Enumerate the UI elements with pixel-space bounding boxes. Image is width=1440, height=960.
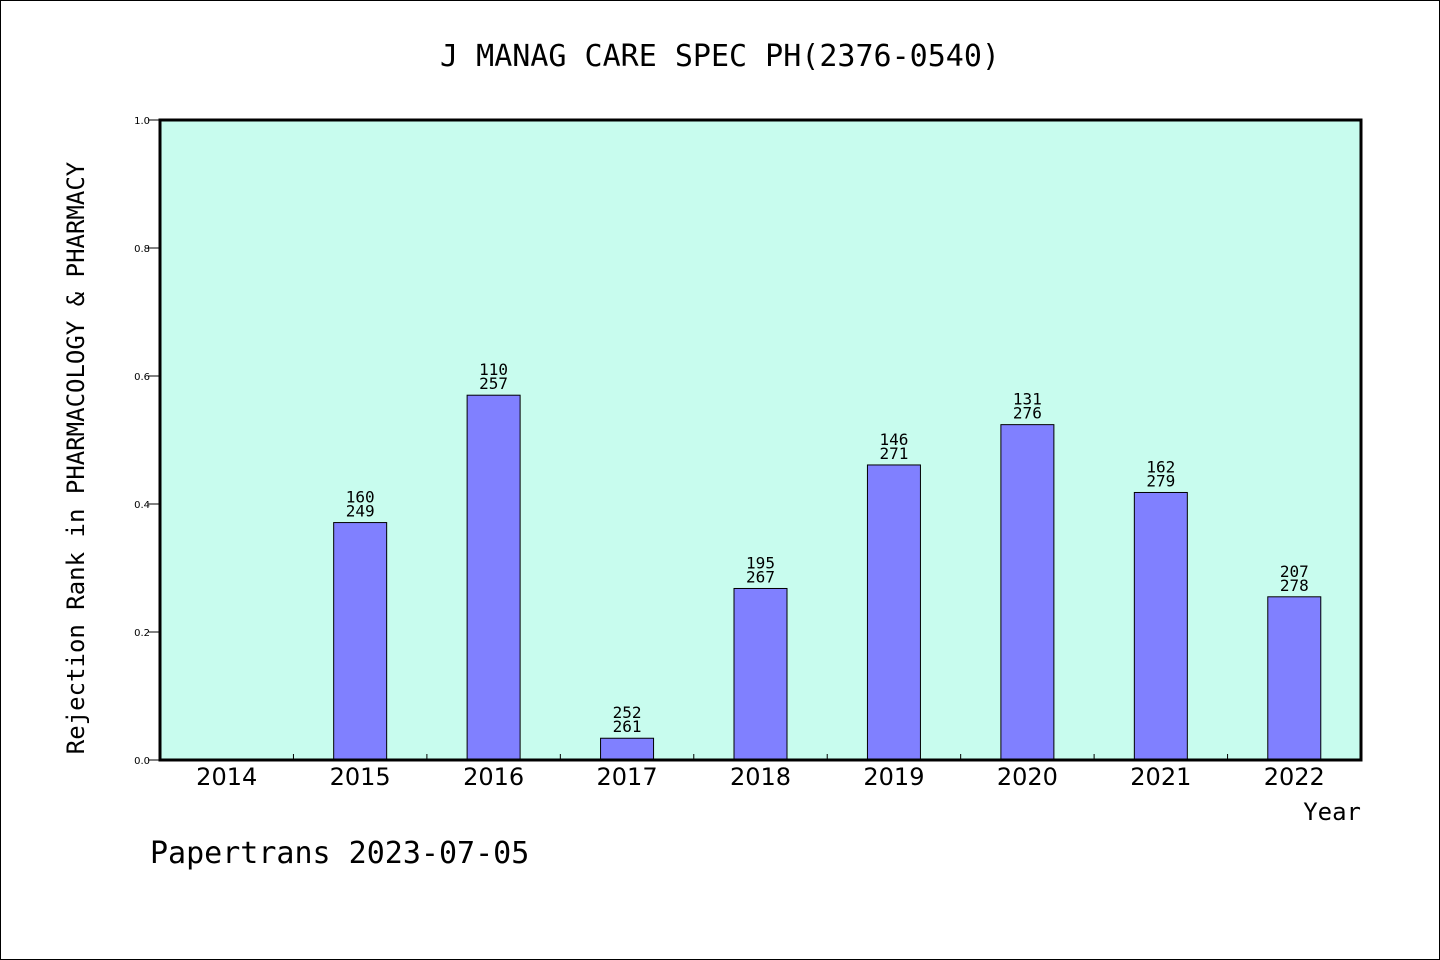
x-tick-label-2016: 2016 — [463, 763, 524, 791]
bar-label-bottom-2015: 249 — [346, 502, 375, 521]
bar-2021 — [1133, 491, 1188, 761]
chart-title: J MANAG CARE SPEC PH(2376-0540) — [440, 39, 1000, 74]
y-tick-label-0.2: 0.2 — [134, 628, 150, 639]
y-tick-label-0.8: 0.8 — [134, 244, 150, 255]
y-ticks-group: 0.0 0.2 0.4 0.6 0.8 1.0 — [134, 116, 160, 767]
bar-label-top-2022: 207 — [1280, 562, 1309, 581]
bar-label-top-2019: 146 — [879, 430, 908, 449]
bar-2016 — [466, 394, 521, 761]
y-tick-label-1.0: 1.0 — [134, 116, 150, 127]
bar-label-top-2015: 160 — [346, 488, 375, 507]
x-tick-label-2021: 2021 — [1130, 763, 1191, 791]
x-axis-label: Year — [1303, 798, 1361, 826]
bar-label-bottom-2018: 267 — [746, 567, 775, 586]
bar-label-bottom-2019: 271 — [879, 444, 908, 463]
bar-label-bottom-2017: 261 — [613, 717, 642, 736]
bar-2019 — [866, 464, 921, 761]
x-tick-label-2015: 2015 — [330, 763, 391, 791]
y-tick-label-0.6: 0.6 — [134, 372, 150, 383]
y-axis-label: Rejection Rank in PHARMACOLOGY & PHARMAC… — [62, 161, 90, 754]
bar-2020 — [1000, 424, 1055, 761]
x-tick-label-2017: 2017 — [597, 763, 658, 791]
bar-2018 — [733, 587, 788, 761]
bar-labels-group: 1602491102572522611952671462711312761622… — [346, 360, 1309, 736]
bar-label-top-2016: 110 — [479, 360, 508, 379]
bar-label-bottom-2021: 279 — [1146, 471, 1175, 490]
bar-label-bottom-2020: 276 — [1013, 404, 1042, 423]
x-ticks-group: 2014 2015 2016 2017 2018 2019 2020 2021 2022 — [196, 754, 1325, 791]
x-tick-label-2020: 2020 — [997, 763, 1058, 791]
y-tick-label-0.4: 0.4 — [134, 500, 150, 511]
plot-border — [158, 118, 1363, 762]
x-tick-label-2014: 2014 — [196, 763, 257, 791]
x-tick-label-2019: 2019 — [863, 763, 924, 791]
bar-label-top-2020: 131 — [1013, 390, 1042, 409]
bar-2022 — [1267, 596, 1322, 761]
bar-2015 — [333, 522, 388, 761]
bar-2017 — [600, 737, 655, 761]
bar-label-bottom-2022: 278 — [1280, 576, 1309, 595]
bar-label-top-2021: 162 — [1146, 457, 1175, 476]
bars-group — [333, 394, 1322, 761]
x-tick-label-2022: 2022 — [1264, 763, 1325, 791]
bar-label-top-2017: 252 — [613, 703, 642, 722]
footer-text: Papertrans 2023-07-05 — [150, 836, 529, 871]
y-tick-label-0.0: 0.0 — [134, 756, 150, 767]
x-tick-label-2018: 2018 — [730, 763, 791, 791]
bar-label-top-2018: 195 — [746, 553, 775, 572]
bar-label-bottom-2016: 257 — [479, 374, 508, 393]
